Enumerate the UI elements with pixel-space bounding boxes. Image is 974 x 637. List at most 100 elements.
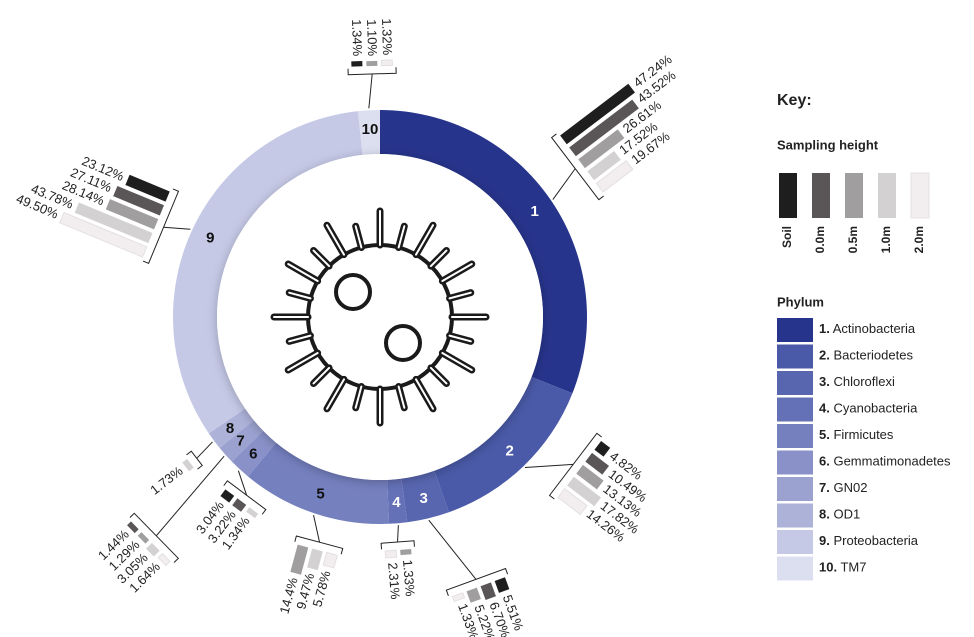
bar: [105, 199, 159, 230]
donut-segment: [380, 110, 588, 394]
phylum-name: Cyanobacteria: [833, 401, 918, 416]
height-swatch: [910, 172, 930, 219]
bar-group: 1.33%2.31%: [380, 540, 418, 600]
phylum-name: Gemmatimonadetes: [833, 454, 951, 469]
segment-label: 1: [530, 203, 538, 220]
bar: [137, 532, 150, 544]
phylum-label: 2. Bacteriodetes: [819, 348, 913, 363]
virus-spike-inner: [441, 352, 473, 371]
donut: 1 2 3 4 5 678 9 10: [172, 110, 588, 524]
bar: [587, 150, 621, 181]
phylum-name: Actinobacteria: [833, 321, 916, 336]
segment-label: 8: [226, 420, 234, 437]
phylum-name: TM7: [840, 560, 866, 575]
bar: [494, 577, 510, 593]
bar: [74, 202, 153, 244]
bar: [557, 487, 588, 516]
phylum-label: 9. Proteobacteria: [819, 533, 919, 548]
donut-segment: [357, 110, 380, 155]
phylum-number: 9.: [819, 533, 830, 548]
bar: [366, 60, 378, 67]
bar: [182, 458, 194, 472]
phylum-swatch: [777, 318, 813, 342]
virus-spike-inner: [312, 366, 331, 385]
height-label: 0.5m: [846, 226, 860, 253]
bar: [290, 544, 309, 575]
virus-spike-inner: [354, 225, 363, 249]
phylum-swatch: [777, 344, 813, 369]
value-label: 1.34%: [349, 19, 365, 57]
phylum-label: 1. Actinobacteria: [819, 321, 916, 336]
height-label: 2.0m: [912, 226, 926, 253]
virus-spike-inner: [415, 224, 434, 256]
bracket: [294, 535, 344, 555]
phylum-swatch: [777, 556, 813, 581]
bracket: [380, 540, 415, 550]
bar: [569, 99, 639, 157]
bar: [384, 549, 398, 559]
value-label: 1.33%: [400, 559, 418, 597]
phylum-swatch: [777, 450, 813, 475]
bar: [585, 452, 610, 475]
connector: [428, 519, 477, 580]
bar: [594, 440, 611, 457]
connector: [237, 470, 248, 496]
virus-spike-inner: [441, 263, 473, 282]
bar: [146, 542, 160, 557]
bar: [595, 159, 634, 193]
segment-label: 2: [506, 443, 514, 460]
bar: [466, 587, 481, 603]
bar: [220, 489, 235, 503]
bar: [480, 582, 496, 601]
phylum-label: 7. GN02: [819, 480, 867, 495]
key-title: Key:: [777, 92, 812, 109]
bar: [351, 60, 363, 67]
donut-segment: [219, 420, 264, 462]
connector: [196, 441, 213, 459]
segment-label: 6: [249, 445, 257, 462]
phylum-name: Proteobacteria: [833, 533, 918, 548]
connector: [524, 463, 574, 469]
height-label: Soil: [780, 226, 794, 248]
phylum-number: 4.: [819, 401, 830, 416]
value-label: 2.31%: [385, 562, 403, 600]
phylum-swatch: [777, 530, 813, 554]
connector: [368, 73, 373, 109]
virus-spike-inner: [287, 352, 319, 371]
donut-segment: [387, 478, 408, 524]
phylum-label: 3. Chloroflexi: [819, 374, 895, 389]
bar-group: 47.24%43.52%26.61%17.52%19.67%: [550, 51, 679, 201]
virus-spike-inner: [287, 263, 319, 282]
value-label: 1.10%: [364, 19, 380, 57]
phylum-swatch: [777, 424, 813, 448]
phylum-label: 6. Gemmatimonadetes: [819, 454, 951, 469]
bar: [451, 592, 466, 603]
phylum-name: Chloroflexi: [833, 374, 895, 389]
bar: [576, 464, 604, 490]
value-label: 1.32%: [379, 18, 395, 56]
segment-label: 9: [206, 229, 214, 246]
bar: [307, 548, 323, 571]
phylum-label: 10. TM7: [819, 560, 866, 575]
donut-segment: [172, 111, 363, 434]
bar: [127, 521, 139, 534]
virus-spike-inner: [397, 385, 406, 409]
phylum-number: 10.: [819, 560, 837, 575]
bar: [59, 211, 148, 258]
bar: [232, 498, 247, 512]
virus-spike-inner: [429, 249, 448, 268]
donut-segment: [248, 442, 390, 524]
phylum-title: Phylum: [777, 294, 824, 309]
phylum-number: 6.: [819, 454, 830, 469]
bar: [322, 551, 338, 569]
bar-group: 49.50%43.78%28.14%27.11%23.12%: [14, 153, 180, 264]
height-label: 0.0m: [813, 226, 827, 253]
bar-group: 4.82%10.49%13.13%17.82%14.26%: [548, 432, 650, 545]
connector: [313, 515, 321, 543]
donut-segment: [231, 430, 277, 477]
connector: [397, 525, 399, 543]
virus-spike-inner: [448, 334, 472, 343]
bar-group: 1.64%3.05%1.29%1.44%: [95, 512, 180, 595]
segment-label: 4: [392, 494, 401, 511]
